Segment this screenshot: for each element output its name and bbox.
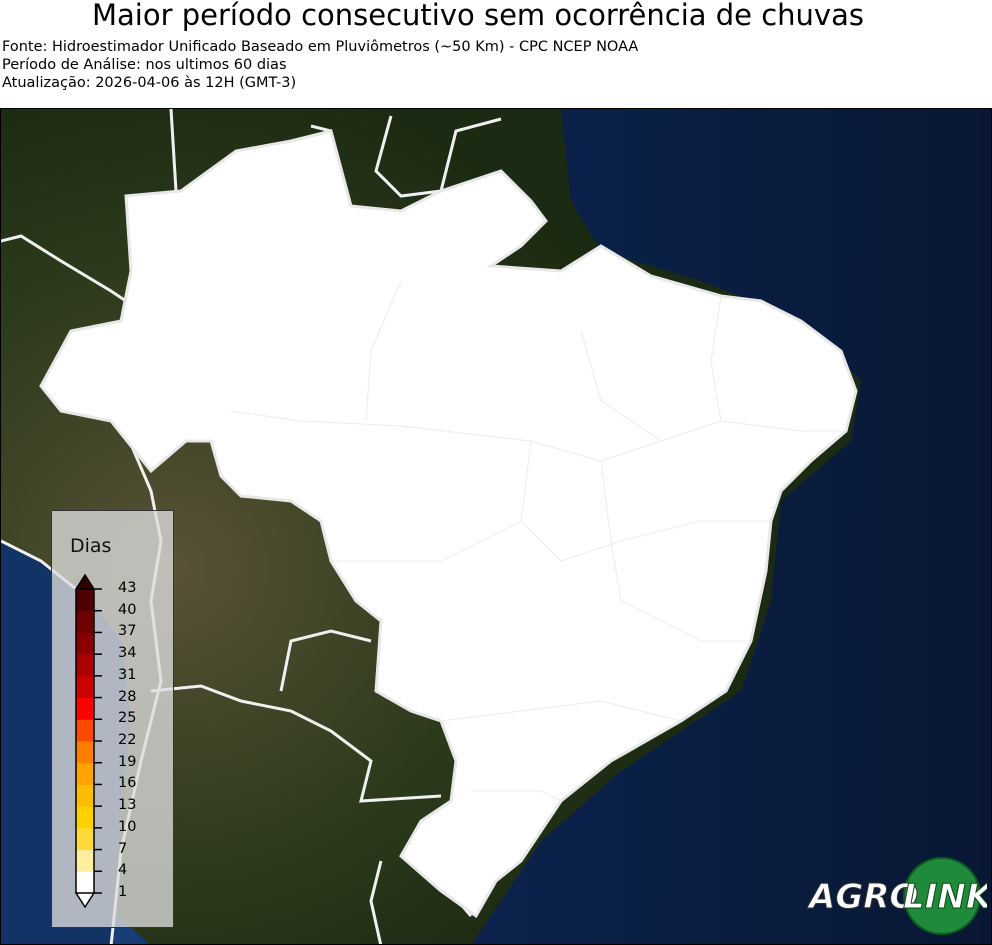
colorbar-tick-label: 31 [118,666,137,683]
colorbar-segment [76,589,94,612]
colorbar-tick-label: 19 [118,753,137,770]
updated-text: Atualização: 2026-04-06 às 12H (GMT-3) [2,75,297,91]
colorbar-tick-label: 43 [118,580,137,596]
colorbar-under-arrow [74,892,96,909]
colorbar-legend: Dias 1 4 7 10 13 16 19 22 25 28 31 34 37 40 43 [51,510,174,928]
colorbar-tick-label: 1 [118,884,128,900]
colorbar-over-arrow [74,573,96,590]
colorbar-segment [76,784,94,807]
state-borders [230,280,846,802]
colorbar-segment [76,610,94,633]
colorbar-segment [76,871,94,894]
colorbar [74,573,102,909]
colorbar-segment [76,654,94,677]
colorbar-segment [76,806,94,829]
colorbar-segment [76,849,94,872]
colorbar-tick-label: 25 [118,710,137,727]
colorbar-tick-label: 34 [118,645,137,662]
colorbar-segment [76,719,94,742]
colorbar-segment [76,741,94,764]
legend-title: Dias [70,535,112,557]
colorbar-tick-label: 28 [118,688,137,705]
agrolink-logo: AGRO LINK [807,857,987,935]
svg-text:LINK: LINK [903,877,987,917]
colorbar-tick-label: 13 [118,797,137,814]
map-title: Maior período consecutivo sem ocorrência… [92,0,864,32]
period-text: Período de Análise: nos ultimos 60 dias [2,57,287,73]
brazil-shape [39,129,858,919]
colorbar-tick-label: 22 [118,732,137,748]
colorbar-tick-label: 40 [118,601,137,618]
colorbar-tick-label: 16 [118,775,137,792]
colorbar-segment [76,827,94,851]
colorbar-segment [76,762,94,785]
colorbar-tick-label: 4 [118,862,128,879]
colorbar-segment [76,697,94,720]
colorbar-tick-label: 37 [118,623,137,640]
colorbar-segment [76,632,94,655]
colorbar-tick-label: 7 [118,840,128,857]
svg-text:AGRO: AGRO [807,877,918,917]
colorbar-segment [76,675,94,699]
source-text: Fonte: Hidroestimador Unificado Baseado … [2,39,639,55]
colorbar-tick-label: 10 [118,818,137,835]
